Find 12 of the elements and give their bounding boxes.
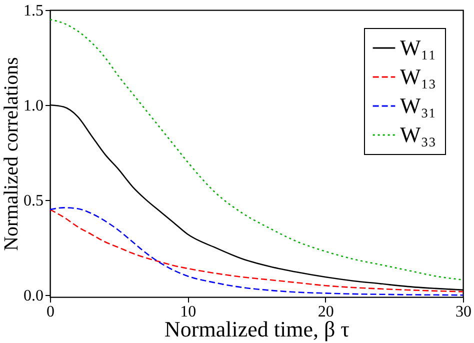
line-series xyxy=(50,18,463,281)
y-tick-label: 0.5 xyxy=(24,192,44,210)
x-tick-label: 30 xyxy=(456,304,472,320)
legend-label: W₃₁ xyxy=(400,93,436,118)
y-axis-title: Normalized correlations xyxy=(0,56,22,251)
x-tick-label: 0 xyxy=(46,304,54,320)
y-tick-label: 1.0 xyxy=(24,98,44,115)
legend-label: W₁₃ xyxy=(400,64,436,89)
y-tick-label: 0.0 xyxy=(24,288,44,305)
legend-label: W₃₃ xyxy=(400,122,436,147)
y-tick-label: 1.5 xyxy=(24,2,44,20)
legend-label: W₁₁ xyxy=(400,35,436,60)
